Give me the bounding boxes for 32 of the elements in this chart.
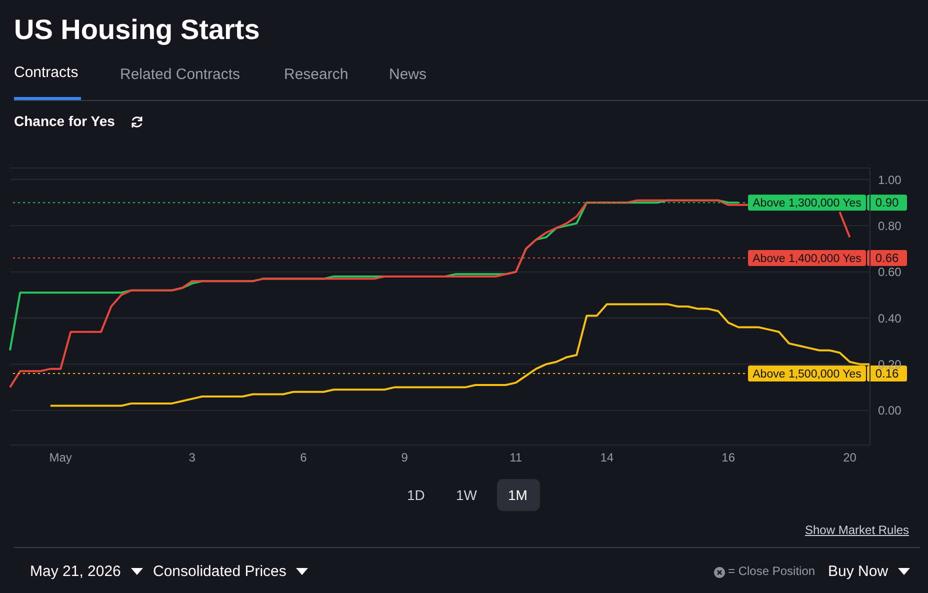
text: 1W [456,487,477,503]
text: Contracts [14,64,78,81]
chart-title: US Housing Starts [14,14,260,46]
x-tick-label: 16 [722,450,736,465]
ref-line-label: 0.66 [875,251,899,266]
text: Consolidated Prices [153,563,286,580]
text: Show Market Rules [805,523,910,537]
text: Related Contracts [120,66,240,83]
x-tick-label: 11 [510,450,522,465]
x-tick-label: 14 [600,450,614,465]
y-tick-label: 0.00 [878,404,902,418]
text: News [389,66,427,83]
x-tick-label: May [49,450,72,465]
y-tick-label: 1.00 [878,172,902,187]
y-tick-label: 0.60 [878,265,902,280]
chart-subtitle: Chance for Yes [14,113,115,129]
legend-label: Above 1,400,000 Yes [752,253,862,266]
y-tick-label: 0.40 [878,311,902,326]
text: May 21, 2026 [30,563,121,580]
x-tick-label: 9 [401,450,408,465]
y-tick-label: 0.80 [878,218,902,233]
legend-label: Above 1,300,000 Yes [752,198,862,210]
x-tick-label: 6 [300,450,308,465]
text: 1D [407,487,425,503]
ref-line-label: 0.90 [875,196,899,210]
text: Buy Now [828,563,888,580]
x-tick-label: 20 [843,450,857,465]
text: 1M [508,487,528,503]
text: = Close Position [728,564,816,578]
x-tick-label: 3 [188,450,196,465]
text: Research [284,66,348,83]
legend-label: Above 1,500,000 Yes [752,368,862,380]
